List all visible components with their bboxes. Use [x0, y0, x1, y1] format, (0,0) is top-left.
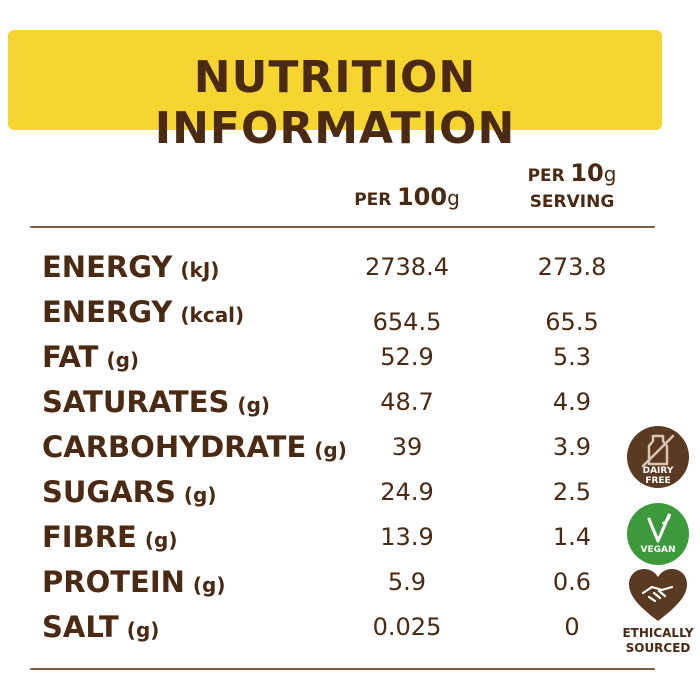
- value-per-100g: 24.9: [380, 478, 434, 506]
- ethical-line1: ETHICALLY: [622, 626, 694, 640]
- per-100-prefix: PER: [354, 190, 392, 210]
- table-row: SATURATES (g) 48.7 4.9: [0, 382, 700, 422]
- per-serving-amount: 10: [570, 159, 604, 187]
- dairy-free-badge: DAIRY FREE: [627, 426, 689, 488]
- value-per-100g: 0.025: [372, 613, 442, 641]
- nutrient-unit: (g): [237, 393, 271, 417]
- value-per-serving: 273.8: [537, 253, 607, 281]
- table-row: FAT (g) 52.9 5.3: [0, 337, 700, 377]
- no-milk-bottle-icon: [641, 434, 675, 468]
- nutrient-name: SALT: [42, 610, 119, 644]
- table-row: ENERGY (kcal) 654.5 65.5: [0, 292, 700, 336]
- value-per-serving: 65.5: [545, 308, 599, 336]
- title-banner: NUTRITION INFORMATION: [8, 30, 662, 154]
- column-header-per-100g: PER 100g: [327, 184, 487, 213]
- value-per-serving: 1.4: [552, 523, 592, 551]
- value-per-serving: 0.6: [552, 568, 592, 596]
- value-per-serving: 5.3: [552, 343, 592, 371]
- nutrient-unit: (kcal): [180, 303, 245, 327]
- nutrient-label: ENERGY (kcal): [42, 292, 244, 335]
- nutrient-label: ENERGY (kJ): [42, 247, 219, 290]
- nutrient-label: FAT (g): [42, 337, 139, 380]
- leaf-check-icon: [647, 513, 671, 543]
- table-row: SUGARS (g) 24.9 2.5: [0, 472, 700, 512]
- column-header-per-serving: PER 10g SERVING: [495, 160, 649, 215]
- value-per-100g: 39: [391, 433, 423, 461]
- vegan-label: VEGAN: [640, 545, 676, 555]
- nutrient-label: SUGARS (g): [42, 472, 217, 515]
- per-serving-unit: g: [603, 162, 617, 186]
- dairy-free-line2: FREE: [645, 476, 671, 486]
- table-row: PROTEIN (g) 5.9 0.6: [0, 562, 700, 602]
- per-100-amount: 100: [396, 183, 448, 211]
- ethically-sourced-badge: [627, 567, 689, 623]
- nutrient-name: PROTEIN: [42, 565, 185, 599]
- nutrient-unit: (g): [144, 528, 178, 552]
- per-serving-line2: SERVING: [529, 192, 615, 212]
- table-row: ENERGY (kJ) 2738.4 273.8: [0, 247, 700, 287]
- value-per-100g: 52.9: [380, 343, 434, 371]
- nutrient-name: ENERGY: [42, 295, 173, 329]
- nutrient-unit: (kJ): [180, 258, 220, 282]
- value-per-100g: 13.9: [380, 523, 434, 551]
- nutrient-unit: (g): [126, 618, 160, 642]
- nutrient-name: FIBRE: [42, 520, 137, 554]
- value-per-100g: 654.5: [372, 308, 442, 336]
- nutrient-name: ENERGY: [42, 250, 173, 284]
- nutrient-name: CARBOHYDRATE: [42, 430, 307, 464]
- nutrient-label: PROTEIN (g): [42, 562, 226, 605]
- nutrient-label: CARBOHYDRATE (g): [42, 427, 347, 470]
- nutrient-name: FAT: [42, 340, 99, 374]
- nutrient-name: SUGARS: [42, 475, 176, 509]
- per-serving-prefix: PER: [527, 166, 565, 186]
- header-divider: [30, 226, 655, 228]
- value-per-serving: 2.5: [552, 478, 592, 506]
- nutrient-unit: (g): [192, 573, 226, 597]
- footer-divider: [30, 668, 655, 670]
- value-per-100g: 5.9: [387, 568, 427, 596]
- value-per-serving: 4.9: [552, 388, 592, 416]
- heart-handshake-icon: [629, 569, 687, 621]
- dairy-free-line1: DAIRY: [642, 466, 674, 476]
- ethically-sourced-label: ETHICALLY SOURCED: [612, 626, 700, 656]
- table-row: SALT (g) 0.025 0: [0, 607, 700, 647]
- page-title: NUTRITION INFORMATION: [154, 52, 516, 154]
- value-per-serving: 3.9: [552, 433, 592, 461]
- table-row: CARBOHYDRATE (g) 39 3.9: [0, 427, 700, 467]
- nutrient-unit: (g): [314, 438, 347, 462]
- nutrient-name: SATURATES: [42, 385, 230, 419]
- nutrient-label: SATURATES (g): [42, 382, 270, 425]
- per-100-unit: g: [447, 186, 460, 210]
- value-per-serving: 0: [564, 613, 580, 641]
- value-per-100g: 2738.4: [365, 253, 449, 281]
- nutrient-unit: (g): [106, 348, 140, 372]
- nutrient-label: FIBRE (g): [42, 517, 177, 560]
- value-per-100g: 48.7: [380, 388, 434, 416]
- table-row: FIBRE (g) 13.9 1.4: [0, 517, 700, 557]
- ethical-line2: SOURCED: [625, 641, 691, 655]
- nutrient-unit: (g): [183, 483, 217, 507]
- nutrient-label: SALT (g): [42, 607, 159, 650]
- vegan-badge: VEGAN: [627, 503, 689, 565]
